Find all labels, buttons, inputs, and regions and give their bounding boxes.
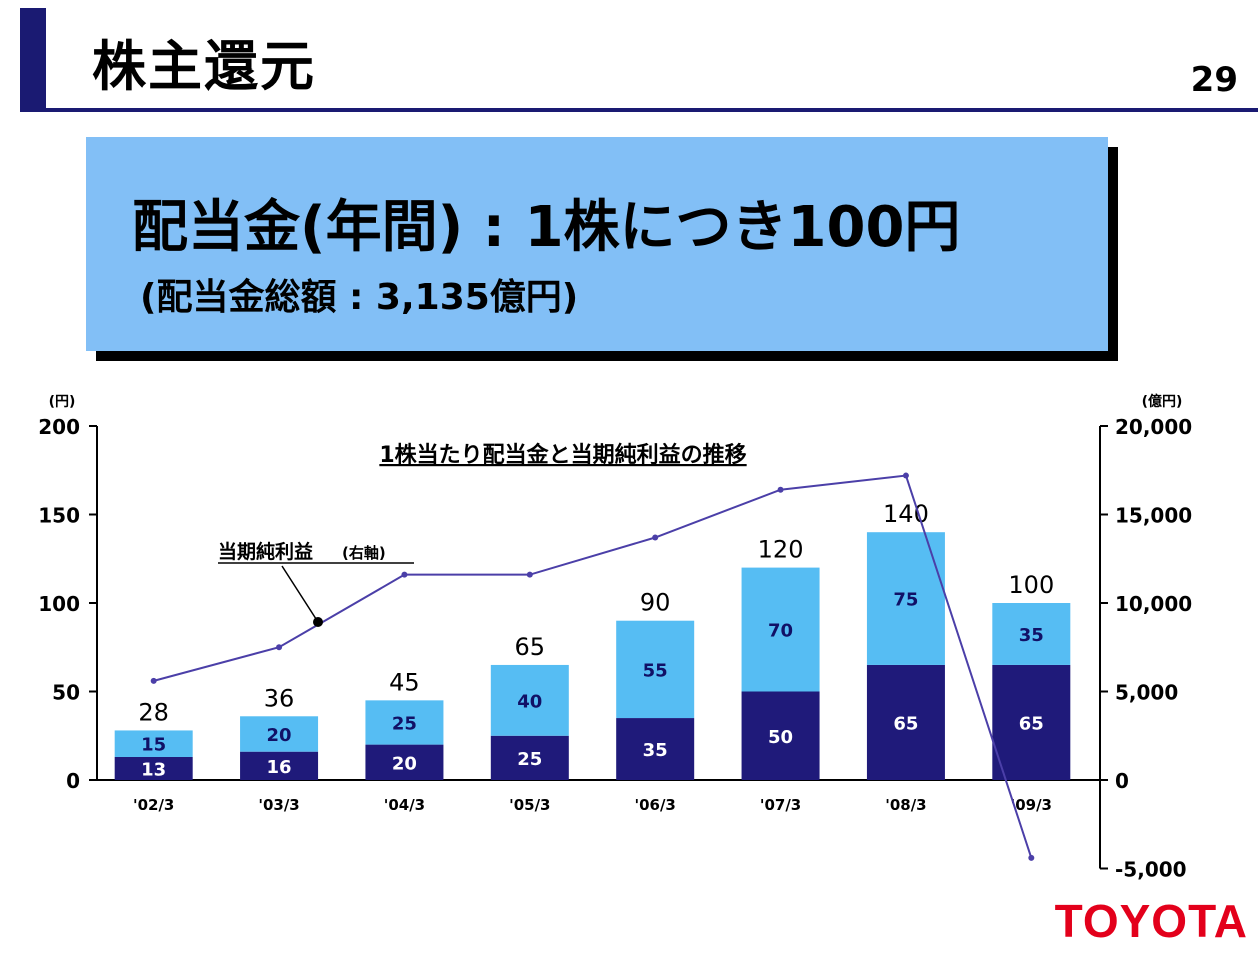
bar-total-label: 36 — [264, 684, 295, 712]
bar-upper-label: 75 — [893, 590, 918, 611]
bar-lower-label: 65 — [1019, 713, 1044, 734]
bar-upper-label: 40 — [517, 691, 542, 712]
x-tick-label: '02/3 — [133, 796, 174, 814]
page-number: 29 — [1190, 60, 1238, 100]
bar-segment-upper — [490, 664, 569, 736]
bar-upper-label: 35 — [1019, 625, 1044, 646]
chart-title: 1株当たり配当金と当期純利益の推移 — [379, 442, 746, 468]
dividend-banner — [86, 137, 1108, 351]
bar-upper-label: 55 — [643, 660, 668, 681]
title-underline — [20, 108, 1258, 112]
x-tick-label: '09/3 — [1011, 796, 1052, 814]
bar-segment-lower — [365, 744, 444, 780]
bar-upper-label: 25 — [392, 713, 417, 734]
bar-segment-lower — [240, 751, 319, 780]
bar-total-label: 100 — [1008, 571, 1054, 599]
bar-lower-label: 65 — [893, 713, 918, 734]
right-axis-unit: (億円) — [1142, 393, 1183, 410]
bar-lower-label: 50 — [768, 727, 793, 748]
x-tick-label: '06/3 — [634, 796, 675, 814]
line-series-axis-note: (右軸) — [342, 544, 386, 562]
bar-segment-upper — [240, 716, 319, 752]
bar-upper-label: 70 — [768, 621, 793, 642]
bar-segment-lower — [616, 718, 695, 780]
bar-segment-lower — [114, 756, 193, 780]
bar-total-label: 90 — [640, 589, 671, 617]
net-income-point — [401, 571, 408, 578]
right-tick-label: -5,000 — [1115, 858, 1187, 882]
net-income-line — [153, 474, 1033, 859]
toyota-logo: TOYOTA — [1054, 895, 1248, 947]
bar-upper-label: 20 — [267, 725, 292, 746]
right-tick-label: 15,000 — [1115, 504, 1192, 528]
x-tick-label: '03/3 — [258, 796, 299, 814]
left-tick-label: 100 — [38, 592, 80, 616]
net-income-point — [652, 534, 659, 541]
bar-lower-label: 13 — [141, 759, 166, 780]
bar-total-label: 28 — [138, 698, 169, 726]
banner-main-text: 配当金(年間) : 1株につき100円 — [132, 195, 961, 260]
bar-lower-label: 35 — [643, 740, 668, 761]
bar-total-label: 120 — [758, 536, 804, 564]
bar-lower-label: 25 — [517, 749, 542, 770]
x-tick-label: '07/3 — [760, 796, 801, 814]
bar-segment-upper — [741, 567, 820, 692]
bar-segment-lower — [490, 735, 569, 780]
page-title: 株主還元 — [92, 35, 316, 98]
left-tick-label: 200 — [38, 415, 80, 439]
left-axis-unit: (円) — [49, 394, 76, 410]
bar-segment-upper — [992, 603, 1071, 665]
x-tick-label: '05/3 — [509, 796, 550, 814]
left-tick-label: 0 — [66, 769, 80, 793]
net-income-point — [777, 486, 784, 493]
callout-leader-line — [281, 565, 319, 623]
banner-sub-text: (配当金総額 : 3,135億円) — [140, 277, 579, 318]
left-tick-label: 50 — [52, 681, 80, 705]
x-tick-label: '08/3 — [885, 796, 926, 814]
bar-segment-upper — [365, 700, 444, 745]
line-series-name: 当期純利益 — [218, 540, 313, 563]
bar-lower-label: 16 — [267, 757, 292, 778]
bar-total-label: 45 — [389, 668, 420, 696]
x-tick-label: '04/3 — [384, 796, 425, 814]
net-income-point — [1028, 854, 1035, 861]
bar-segment-upper — [114, 730, 193, 757]
net-income-point — [526, 571, 533, 578]
bar-segment-lower — [992, 664, 1071, 780]
net-income-point — [902, 472, 909, 479]
bar-upper-label: 15 — [141, 735, 166, 756]
title-accent-bar — [20, 8, 46, 112]
bar-lower-label: 20 — [392, 753, 417, 774]
bar-total-label: 65 — [515, 633, 546, 661]
net-income-point — [150, 677, 157, 684]
right-tick-label: 20,000 — [1115, 415, 1192, 439]
left-tick-label: 150 — [38, 504, 80, 528]
right-tick-label: 5,000 — [1115, 681, 1178, 705]
right-tick-label: 0 — [1115, 769, 1129, 793]
bar-segment-lower — [741, 691, 820, 780]
bar-segment-upper — [616, 620, 695, 719]
bar-segment-lower — [866, 664, 945, 780]
net-income-point — [276, 644, 283, 651]
right-tick-label: 10,000 — [1115, 592, 1192, 616]
